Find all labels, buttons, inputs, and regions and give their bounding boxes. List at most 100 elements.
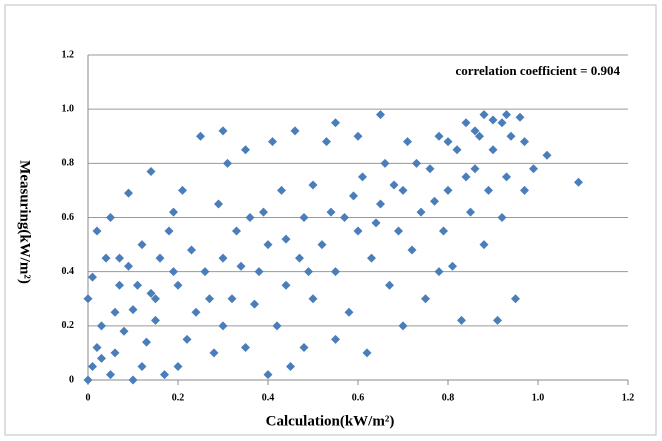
point [173,280,183,290]
point [407,245,417,255]
x-tick-label: 0.2 [172,392,185,403]
point [254,267,264,277]
point [340,213,349,222]
point [367,253,376,263]
point [308,180,318,190]
point [241,343,250,352]
point [106,213,115,222]
point [344,307,354,317]
point [241,145,250,155]
point [358,172,367,182]
point [272,321,282,331]
point [218,321,228,331]
point [178,185,187,195]
point [151,315,160,325]
point [520,137,529,147]
point [376,199,385,209]
point [277,185,286,195]
point [398,321,408,331]
point [416,207,426,217]
point [223,158,232,168]
point [218,126,228,136]
point [380,158,390,168]
point [488,145,498,155]
point [119,326,129,336]
point [295,253,304,263]
point [506,131,516,141]
point [124,261,133,271]
point [326,207,336,217]
point [115,280,124,290]
point [353,131,363,141]
y-tick-label: 1.2 [62,49,75,60]
point [268,137,277,147]
point [389,180,399,190]
point [502,110,511,120]
point [488,115,498,125]
point [466,207,475,217]
point [385,280,394,290]
point [250,299,259,309]
point [470,126,480,136]
x-tick-label: 0.6 [352,392,365,403]
point [493,315,502,325]
point [461,172,471,182]
point [574,177,583,187]
point [209,348,219,358]
chart-frame [4,4,657,436]
x-axis-title: Calculation(kW/m²) [266,413,395,429]
point [290,126,300,136]
point [484,185,493,195]
point [88,361,97,371]
point [151,294,160,304]
x-tick-label: 1.2 [622,392,635,403]
y-axis-title: Measuring(kW/m²) [17,160,33,284]
point [443,137,453,147]
point [475,131,484,141]
point [146,288,156,298]
point [520,185,529,195]
point [110,348,120,358]
point [128,305,138,315]
point [124,188,133,198]
point [218,253,228,263]
point [173,361,183,371]
point [421,294,430,304]
point [236,261,246,271]
point [133,280,142,290]
point [196,131,205,141]
point [245,213,255,222]
point [88,272,97,282]
point [398,185,408,195]
point [529,164,538,174]
point [434,267,444,277]
point [425,164,435,174]
point [137,361,147,371]
point [299,343,309,352]
point [497,213,507,222]
point [502,172,511,182]
point [353,226,363,236]
point [164,226,174,236]
point [110,307,120,317]
point [263,370,273,380]
point [83,294,93,304]
point [331,267,340,277]
point [349,191,358,201]
x-tick-label: 0.4 [262,392,275,403]
point [542,150,552,160]
point [299,213,309,222]
point [371,218,381,228]
point [281,280,291,290]
point [214,199,223,209]
annotation: correlation coefficient = 0.904 [455,63,620,78]
x-tick-label: 0.8 [442,392,455,403]
x-tick-label: 1.0 [532,392,545,403]
point [169,207,178,217]
point [137,240,147,250]
point [142,337,151,347]
point [259,207,268,217]
point [115,253,124,263]
y-tick-label: 0.2 [62,320,75,331]
